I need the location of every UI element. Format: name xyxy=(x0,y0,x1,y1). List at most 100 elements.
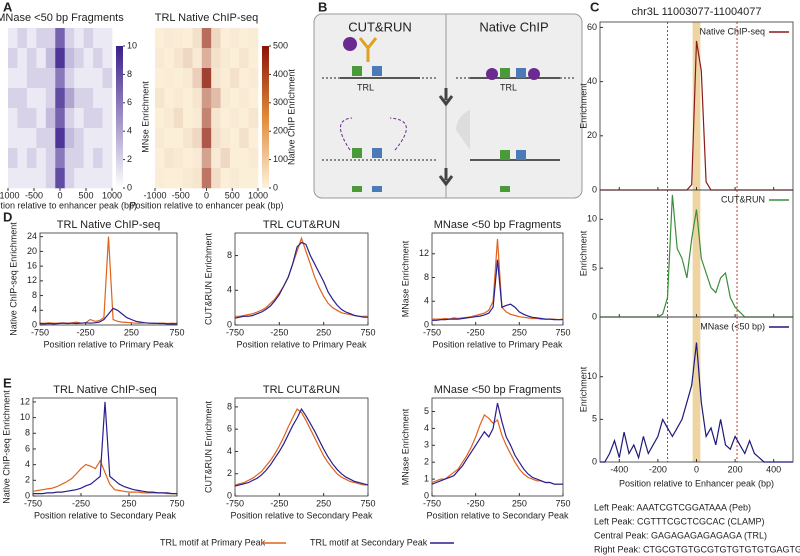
heat-cell xyxy=(173,68,184,89)
heat-cell xyxy=(102,28,113,49)
y-tick-label: 40 xyxy=(587,76,597,86)
y-tick-label: 0 xyxy=(424,490,429,500)
heat-cell xyxy=(17,148,28,169)
y-tick-label: 12 xyxy=(419,248,429,258)
x-tick-label: 0 xyxy=(694,464,699,474)
heat-cell xyxy=(239,88,249,109)
x-tick-label: -200 xyxy=(649,464,667,474)
y-tick-label: 12 xyxy=(27,275,37,285)
heat-cell xyxy=(93,128,103,149)
heat-cell xyxy=(93,28,103,49)
heat-cell xyxy=(164,128,175,149)
y-axis-label: Native ChIP-seq Enrichment xyxy=(1,390,11,504)
heat-cell xyxy=(239,108,249,129)
peak-note: Left Peak: CGTTTCGCTCGCAC (CLAMP) xyxy=(594,516,765,526)
x-axis-label: Position relative to enhancer peak (bp) xyxy=(129,200,283,210)
y-tick-label: 20 xyxy=(587,130,597,140)
panel-letter: B xyxy=(318,0,327,14)
heat-cell xyxy=(201,128,212,149)
x-tick-label: -250 xyxy=(467,498,485,508)
series-line xyxy=(32,459,177,495)
heat-cell xyxy=(155,88,165,109)
heat-cell xyxy=(83,128,94,149)
diagram-label: TRL xyxy=(357,82,374,92)
x-axis-label: Position relative to enhancer peak (bp) xyxy=(0,200,137,210)
y-tick-label: 0 xyxy=(592,184,597,194)
heat-cell xyxy=(55,148,66,169)
heat-cell xyxy=(248,128,259,149)
y-tick-label: 8 xyxy=(25,428,30,438)
heat-cell xyxy=(229,128,240,149)
heat-cell xyxy=(93,148,103,169)
y-tick-label: 1 xyxy=(424,473,429,483)
heat-cell xyxy=(74,48,84,69)
y-tick-label: 20 xyxy=(27,246,37,256)
x-tick-label: 250 xyxy=(316,327,331,337)
nucleosome xyxy=(516,150,526,160)
highlight-band xyxy=(692,317,701,462)
heat-cell xyxy=(8,108,18,129)
heat-cell xyxy=(93,68,103,89)
x-tick-label: 750 xyxy=(169,498,184,508)
heat-cell xyxy=(83,48,94,69)
heat-cell xyxy=(192,168,203,189)
heat-cell xyxy=(248,88,259,109)
heat-cell xyxy=(201,108,212,129)
plot-frame xyxy=(234,232,369,326)
heat-cell xyxy=(64,128,75,149)
heat-cell xyxy=(173,28,184,49)
y-tick-label: 10 xyxy=(20,412,30,422)
heat-cell xyxy=(93,108,103,129)
heat-cell xyxy=(164,88,175,109)
heat-cell xyxy=(102,68,113,89)
chart-title: chr3L 11003077-11004077 xyxy=(631,6,761,18)
heat-cell xyxy=(164,148,175,169)
heat-cell xyxy=(211,48,221,69)
y-tick-label: 5 xyxy=(592,263,597,273)
heat-cell xyxy=(192,28,203,49)
x-tick-label: -750 xyxy=(31,327,49,337)
series-line xyxy=(234,408,368,486)
nucleosome xyxy=(500,68,510,78)
heat-cell xyxy=(248,148,259,169)
heat-cell xyxy=(211,28,221,49)
heat-cell xyxy=(74,28,84,49)
heat-cell xyxy=(155,128,165,149)
heat-cell xyxy=(64,168,75,189)
chart-title: TRL Native ChIP-seq xyxy=(53,384,157,396)
heat-cell xyxy=(220,68,231,89)
heat-cell xyxy=(192,108,203,129)
diagram: CUT&RUN Native ChIP TRL TRL xyxy=(313,13,583,199)
heat-cell xyxy=(26,88,37,109)
series-line xyxy=(234,241,368,319)
panel-letter: E xyxy=(3,375,12,390)
x-tick-label: -750 xyxy=(226,327,244,337)
heat-cell xyxy=(74,88,84,109)
heat-cell xyxy=(220,148,231,169)
legend-label: TRL motif at Primary Peak xyxy=(160,537,266,547)
panel-letter: C xyxy=(590,0,600,14)
chart-title: TRL Native ChIP-seq xyxy=(155,12,259,24)
y-tick-label: 0 xyxy=(424,319,429,329)
heat-cell xyxy=(173,128,184,149)
heat-cell xyxy=(211,68,221,89)
x-tick-label: 250 xyxy=(512,498,527,508)
y-tick-label: 4 xyxy=(227,285,232,295)
x-tick-label: 250 xyxy=(512,327,527,337)
heat-cell xyxy=(36,28,47,49)
heat-cell xyxy=(164,48,175,69)
heat-cell xyxy=(229,108,240,129)
series-line xyxy=(33,401,177,495)
x-tick-label: -500 xyxy=(172,190,190,200)
chart-title: MNase <50 bp Fragments xyxy=(434,384,562,396)
heat-cell xyxy=(248,168,259,189)
y-tick-label: 0 xyxy=(32,319,37,329)
heat-cell xyxy=(8,48,18,69)
legend-label: Native ChIP-seq xyxy=(699,26,765,36)
x-axis-label: Position relative to Secondary Peak xyxy=(426,510,569,520)
diagram-title: Native ChIP xyxy=(479,19,548,34)
heat-cell xyxy=(211,108,221,129)
chart-title: TRL CUT&RUN xyxy=(263,384,340,396)
y-tick-label: 8 xyxy=(32,290,37,300)
